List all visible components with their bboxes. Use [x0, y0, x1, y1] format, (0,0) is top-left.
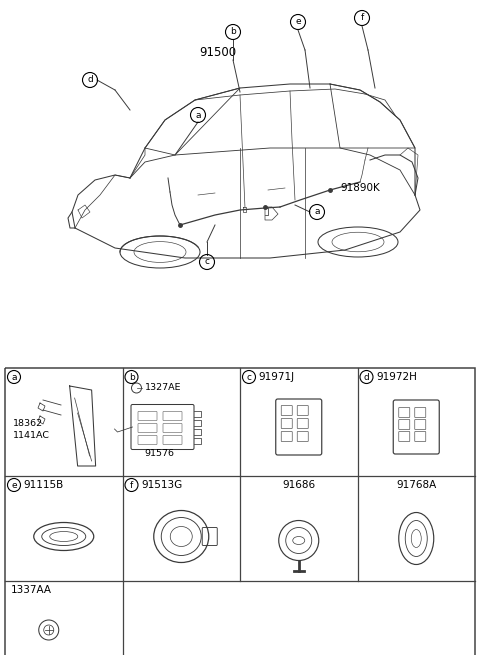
- Bar: [5, 368, 475, 655]
- Text: f: f: [360, 14, 364, 22]
- Text: d: d: [87, 75, 93, 84]
- Text: c: c: [204, 257, 209, 267]
- Text: 91115B: 91115B: [24, 480, 64, 490]
- Text: 1141AC: 1141AC: [13, 430, 50, 440]
- Text: 1337AA: 1337AA: [11, 585, 52, 595]
- Text: 91972H: 91972H: [376, 372, 417, 382]
- Text: e: e: [295, 18, 301, 26]
- Text: 91768A: 91768A: [396, 480, 436, 490]
- Text: 91890K: 91890K: [340, 183, 380, 193]
- Text: a: a: [314, 208, 320, 217]
- Text: b: b: [230, 28, 236, 37]
- Text: d: d: [364, 373, 370, 381]
- Text: 18362: 18362: [13, 419, 43, 428]
- Text: 91686: 91686: [282, 480, 315, 490]
- Text: 91500: 91500: [199, 45, 237, 58]
- Text: b: b: [129, 373, 134, 381]
- Text: c: c: [247, 373, 252, 381]
- Text: 1327AE: 1327AE: [144, 383, 181, 392]
- Text: e: e: [11, 481, 17, 489]
- Text: 91576: 91576: [144, 449, 175, 457]
- Text: f: f: [130, 481, 133, 489]
- Text: a: a: [11, 373, 17, 381]
- Text: a: a: [195, 111, 201, 119]
- Text: 91971J: 91971J: [259, 372, 295, 382]
- Text: 91513G: 91513G: [141, 480, 182, 490]
